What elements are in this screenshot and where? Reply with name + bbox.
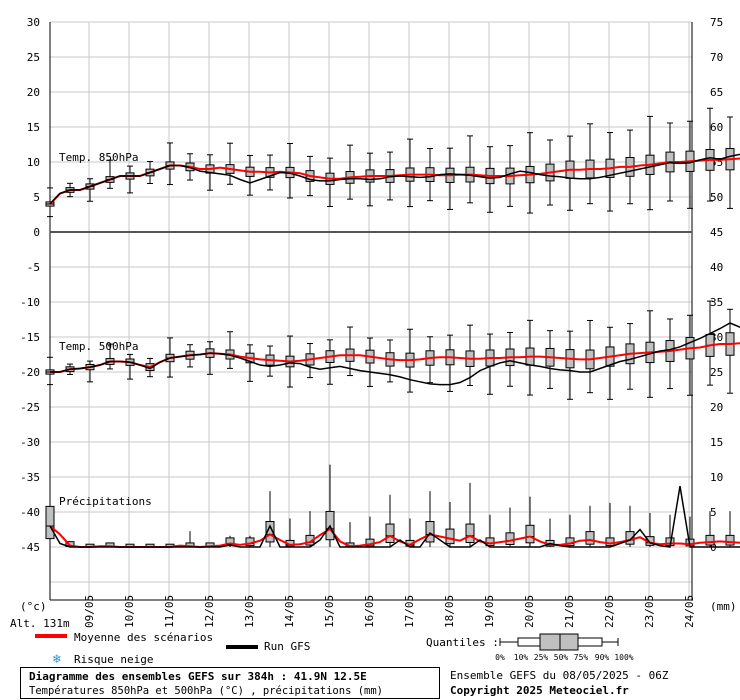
t850-gfs-line <box>49 153 740 205</box>
precip-box <box>585 531 595 545</box>
panel-label-precip: Précipitations <box>59 495 152 508</box>
right-tick-label: 60 <box>710 121 723 134</box>
right-tick-label: 40 <box>710 261 723 274</box>
legend-gfs-label: Run GFS <box>264 640 310 653</box>
date-label: 11/05 <box>163 595 176 628</box>
precip-box <box>525 524 535 544</box>
left-tick-label: -10 <box>20 296 40 309</box>
precip-box <box>445 528 455 545</box>
quantile-tick-label: 10% <box>514 653 529 662</box>
quantile-tick-label: 75% <box>574 653 589 662</box>
left-tick-label: -20 <box>20 366 40 379</box>
date-label: 22/05 <box>603 595 616 628</box>
precip-box <box>265 521 275 543</box>
t500-gfs-line <box>50 322 740 386</box>
quantile-tick-label: 90% <box>595 653 610 662</box>
date-label: 09/05 <box>83 595 96 628</box>
precip-box <box>465 523 475 544</box>
left-tick-label: -30 <box>20 436 40 449</box>
quantile-tick-label: 25% <box>534 653 549 662</box>
ensemble-run-text: Ensemble GEFS du 08/05/2025 - 06Z <box>450 669 669 682</box>
quantile-outer-box <box>577 637 603 647</box>
left-tick-label: -45 <box>20 541 40 554</box>
quantile-inner-box <box>539 633 579 651</box>
date-label: 21/05 <box>563 595 576 628</box>
right-tick-label: 10 <box>710 471 723 484</box>
left-tick-label: -25 <box>20 401 40 414</box>
legend-mean-label: Moyenne des scénarios <box>74 631 213 644</box>
date-label: 20/05 <box>523 595 536 628</box>
right-tick-label: 75 <box>710 16 723 29</box>
right-tick-label: 65 <box>710 86 723 99</box>
right-tick-label: 35 <box>710 296 723 309</box>
quantile-tick-label: 100% <box>614 653 633 662</box>
chart-subtitle: Températures 850hPa et 500hPa (°C) , pré… <box>29 685 384 697</box>
date-label: 16/05 <box>363 595 376 628</box>
date-label: 17/05 <box>403 595 416 628</box>
date-label: 23/05 <box>643 595 656 628</box>
legend-mean-swatch <box>35 634 67 638</box>
left-tick-label: -35 <box>20 471 40 484</box>
right-tick-label: 20 <box>710 401 723 414</box>
date-label: 13/05 <box>243 595 256 628</box>
precip-box <box>705 534 715 546</box>
legend-snow-label: Risque neige <box>74 653 153 666</box>
right-tick-label: 25 <box>710 366 723 379</box>
date-label: 18/05 <box>443 595 456 628</box>
altitude-label: Alt. 131m <box>10 617 70 630</box>
right-tick-label: 70 <box>710 51 723 64</box>
left-tick-label: -15 <box>20 331 40 344</box>
left-unit-label: (°c) <box>20 600 47 613</box>
right-tick-label: 50 <box>710 191 723 204</box>
precip-box <box>505 532 515 545</box>
date-label: 14/05 <box>283 595 296 628</box>
left-tick-label: 0 <box>33 226 40 239</box>
date-label: 15/05 <box>323 595 336 628</box>
right-unit-label: (mm) <box>710 600 737 613</box>
left-tick-label: 10 <box>27 156 40 169</box>
precip-box <box>425 521 435 543</box>
date-label: 10/05 <box>123 595 136 628</box>
precip-box <box>725 534 735 546</box>
precip-box <box>385 523 395 544</box>
precip-box <box>45 505 55 540</box>
panel-label-t500: Temp. 500hPa <box>59 340 138 353</box>
left-tick-label: 20 <box>27 86 40 99</box>
left-tick-label: -5 <box>27 261 40 274</box>
left-tick-label: 30 <box>27 16 40 29</box>
precip-box <box>605 537 615 547</box>
quantile-tick-label: 50% <box>554 653 569 662</box>
left-tick-label: 15 <box>27 121 40 134</box>
copyright-text: Copyright 2025 Meteociel.fr <box>450 684 629 697</box>
panel-label-t850: Temp. 850hPa <box>59 151 138 164</box>
date-label: 12/05 <box>203 595 216 628</box>
precip-mean-line <box>49 525 740 549</box>
date-label: 19/05 <box>483 595 496 628</box>
quantile-tick-label: 0% <box>495 653 505 662</box>
left-tick-label: -40 <box>20 506 40 519</box>
date-label: 24/05 <box>683 595 696 628</box>
precip-gfs-line <box>49 485 740 548</box>
right-tick-label: 45 <box>710 226 723 239</box>
right-tick-label: 15 <box>710 436 723 449</box>
chart-title: Diagramme des ensembles GEFS sur 384h : … <box>29 670 367 683</box>
left-tick-label: 25 <box>27 51 40 64</box>
chart-title-box: Diagramme des ensembles GEFS sur 384h : … <box>20 667 440 699</box>
legend-gfs-swatch <box>226 645 258 649</box>
t850-mean-line <box>49 157 740 205</box>
left-tick-label: 5 <box>33 191 40 204</box>
right-tick-label: 5 <box>710 506 717 519</box>
snow-icon: ❄ <box>52 652 61 667</box>
legend-quantiles-label: Quantiles : <box>426 636 499 649</box>
